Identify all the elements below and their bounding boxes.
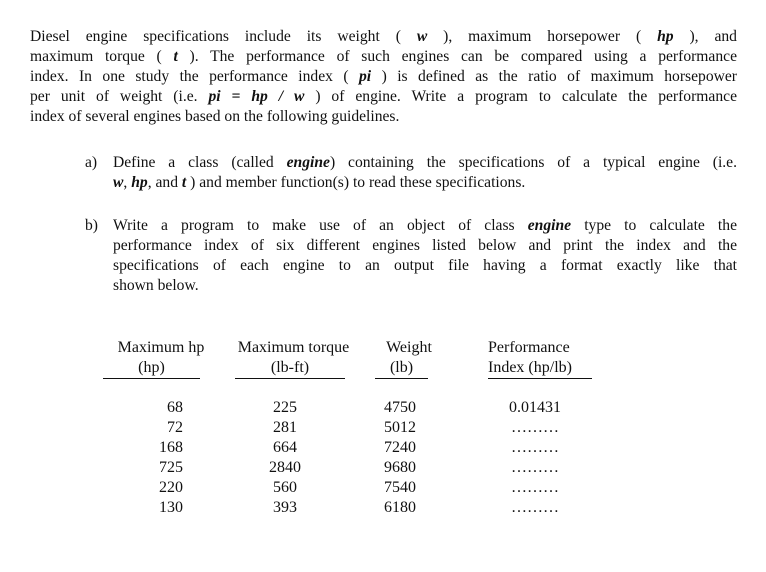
table-row: 130 393 6180 ……… xyxy=(0,498,766,518)
table-cell: ……… xyxy=(511,439,559,456)
table-cell: ……… xyxy=(511,499,559,516)
emphasized-term: w xyxy=(113,174,124,191)
table-cell: 560 xyxy=(273,479,297,496)
table-cell: 0.01431 xyxy=(509,399,561,416)
emphasized-term: t xyxy=(173,48,178,65)
specs-table: Maximum hp Maximum torque Weight Perform… xyxy=(0,338,766,528)
text-line: shown below. xyxy=(113,276,737,296)
text-segment: ), and xyxy=(673,28,737,45)
table-cell: 7540 xyxy=(384,479,416,496)
text-line: index of several engines based on the fo… xyxy=(30,107,737,127)
emphasized-term: hp xyxy=(657,28,674,45)
emphasized-term: engine xyxy=(527,217,572,234)
text-segment: shown below. xyxy=(113,277,199,294)
text-segment: per unit of weight (i.e. xyxy=(30,88,209,105)
table-cell: ……… xyxy=(511,479,559,496)
table-row: 220 560 7540 ……… xyxy=(0,478,766,498)
table-row: 725 2840 9680 ……… xyxy=(0,458,766,478)
table-cell: 5012 xyxy=(384,419,416,436)
text-line: Write a program to make use of an object… xyxy=(113,216,737,236)
item-a-label: a) xyxy=(85,154,98,171)
text-line: maximum torque ( t ). The performance of… xyxy=(30,47,737,67)
text-segment: index. In one study the performance inde… xyxy=(30,68,359,85)
text-line: index. In one study the performance inde… xyxy=(30,67,737,87)
text-segment: type to calculate the xyxy=(571,217,737,234)
list-item-b: b) Write a program to make use of an obj… xyxy=(85,216,737,296)
text-segment: Define a class (called xyxy=(113,154,287,171)
text-segment: Write a program to make use of an object… xyxy=(113,217,528,234)
text-segment: ) containing the specifications of a typ… xyxy=(329,154,737,171)
item-b-body: Write a program to make use of an object… xyxy=(113,216,737,296)
table-cell: ……… xyxy=(511,459,559,476)
column-unit-lb: (lb) xyxy=(375,358,428,379)
table-cell: 220 xyxy=(159,479,183,496)
text-segment: ) and member function(s) to read these s… xyxy=(186,174,526,191)
text-segment: , xyxy=(123,174,132,191)
emphasized-term: pi = hp / w xyxy=(208,88,305,105)
table-cell: 393 xyxy=(273,499,297,516)
text-segment: maximum torque ( xyxy=(30,48,174,65)
table-cell: 6180 xyxy=(384,499,416,516)
column-unit-hp: (hp) xyxy=(103,358,200,379)
text-segment: , and xyxy=(147,174,182,191)
emphasized-term: pi xyxy=(359,68,372,85)
text-segment: ) is defined as the ratio of maximum hor… xyxy=(371,68,737,85)
text-line: Define a class (called engine) containin… xyxy=(113,153,737,173)
table-cell: ……… xyxy=(511,419,559,436)
column-header-max-torque: Maximum torque xyxy=(237,339,350,356)
table-cell: 281 xyxy=(273,419,297,436)
table-cell: 7240 xyxy=(384,439,416,456)
table-cell: 4750 xyxy=(384,399,416,416)
text-line: specifications of each engine to an outp… xyxy=(113,256,737,276)
list-item-a: a) Define a class (called engine) contai… xyxy=(85,153,737,193)
column-header-performance: Performance xyxy=(488,339,570,356)
emphasized-term: hp xyxy=(131,174,148,191)
table-cell: 225 xyxy=(273,399,297,416)
table-row: 68 225 4750 0.01431 xyxy=(0,398,766,418)
table-cell: 725 xyxy=(159,459,183,476)
text-segment: ) of engine. Write a program to calculat… xyxy=(304,88,737,105)
table-cell: 9680 xyxy=(384,459,416,476)
table-cell: 130 xyxy=(159,499,183,516)
text-segment: ), maximum horsepower ( xyxy=(427,28,658,45)
table-cell: 72 xyxy=(167,419,183,436)
column-unit-lb-ft: (lb-ft) xyxy=(235,358,345,379)
item-b-label: b) xyxy=(85,217,98,234)
emphasized-term: engine xyxy=(286,154,330,171)
text-segment: performance index of six different engin… xyxy=(113,237,737,254)
table-cell: 168 xyxy=(159,439,183,456)
table-row: 168 664 7240 ……… xyxy=(0,438,766,458)
table-cell: 664 xyxy=(273,439,297,456)
text-segment: ). The performance of such engines can b… xyxy=(177,48,737,65)
column-header-max-hp: Maximum hp xyxy=(117,339,205,356)
text-line: per unit of weight (i.e. pi = hp / w ) o… xyxy=(30,87,737,107)
text-line: w, hp, and t ) and member function(s) to… xyxy=(113,173,737,193)
text-line: performance index of six different engin… xyxy=(113,236,737,256)
intro-paragraph: Diesel engine specifications include its… xyxy=(30,27,737,127)
emphasized-term: t xyxy=(181,174,187,191)
text-segment: index of several engines based on the fo… xyxy=(30,108,400,125)
table-row: 72 281 5012 ……… xyxy=(0,418,766,438)
table-cell: 68 xyxy=(167,399,183,416)
text-segment: Diesel engine specifications include its… xyxy=(30,28,417,45)
text-line: Diesel engine specifications include its… xyxy=(30,27,737,47)
table-cell: 2840 xyxy=(269,459,301,476)
column-header-weight: Weight xyxy=(386,339,432,356)
emphasized-term: w xyxy=(416,28,428,45)
column-unit-index: Index (hp/lb) xyxy=(488,358,592,379)
text-segment: specifications of each engine to an outp… xyxy=(113,257,737,274)
item-a-body: Define a class (called engine) containin… xyxy=(113,153,737,193)
